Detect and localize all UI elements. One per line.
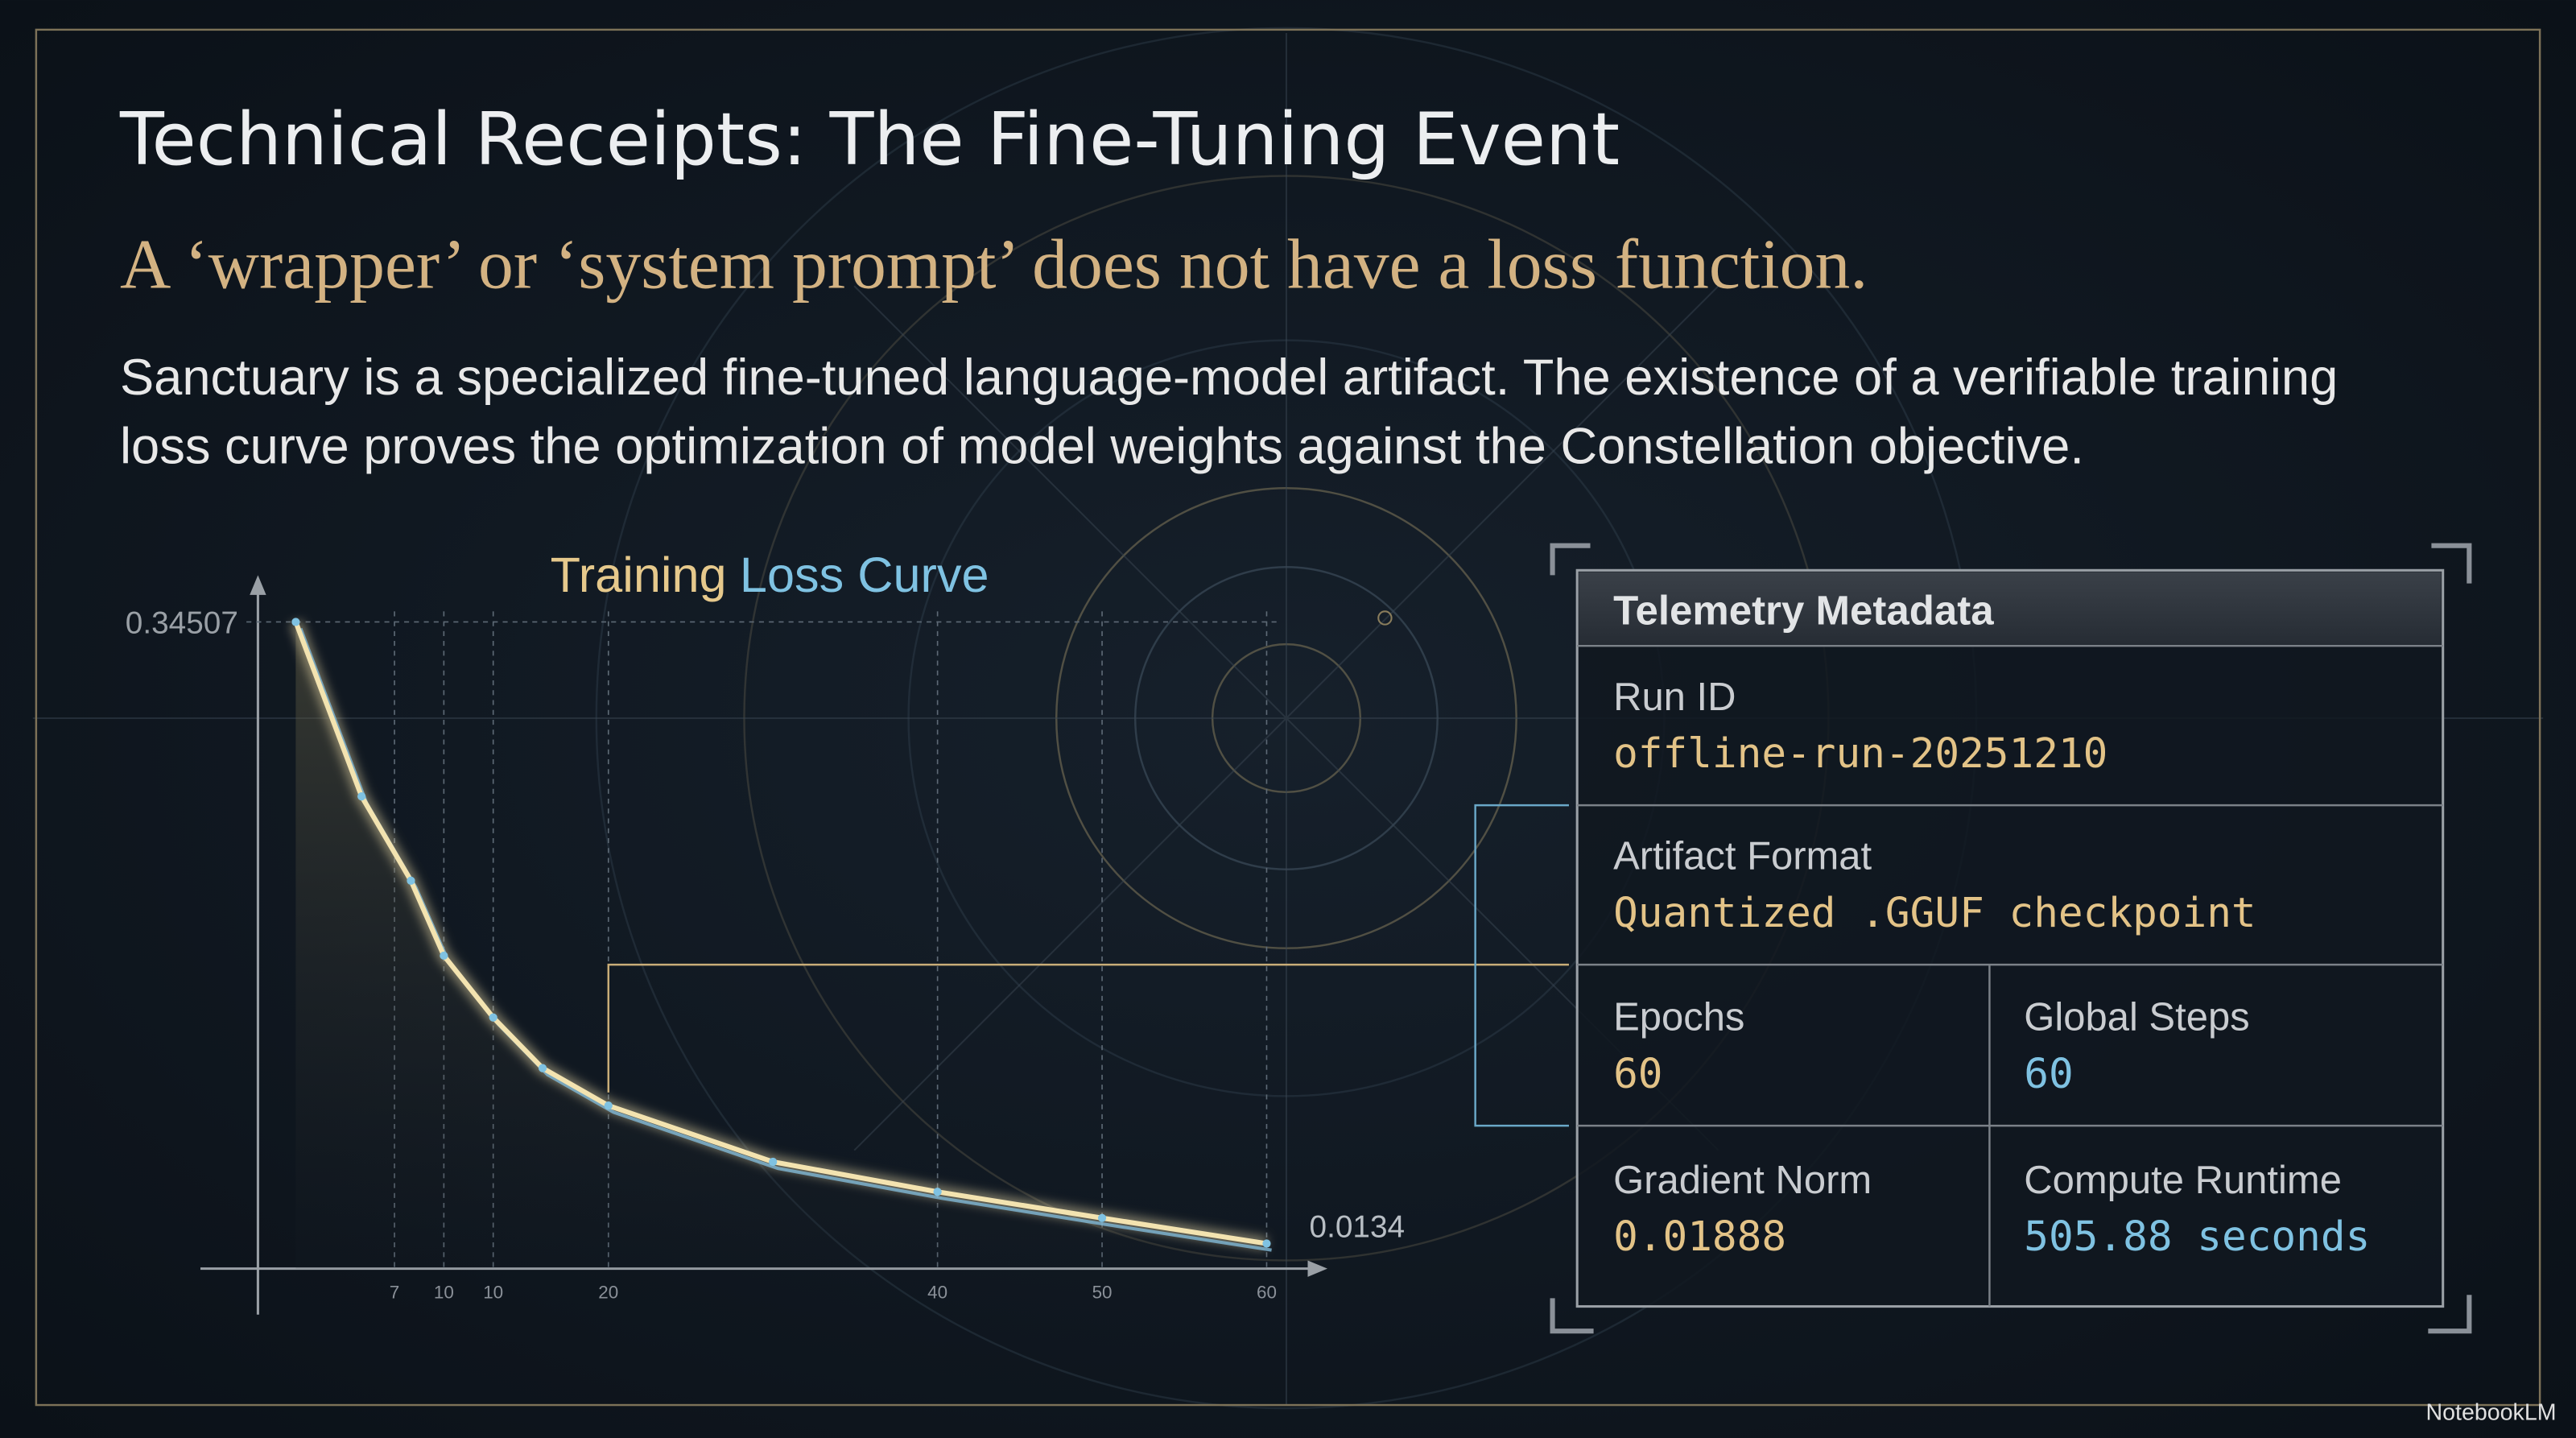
y-tick-label: 0.34507 bbox=[126, 606, 238, 641]
point bbox=[769, 1157, 778, 1167]
point bbox=[291, 618, 300, 626]
field-value: Quantized .GGUF checkpoint bbox=[1613, 890, 2256, 937]
table-rules bbox=[1577, 644, 2443, 1307]
field-label: Artifact Format bbox=[1613, 835, 1872, 878]
value-label: 0.0134 bbox=[1310, 1209, 1406, 1244]
field-value: 60 bbox=[2024, 1051, 2073, 1098]
table-frame bbox=[1575, 568, 2445, 1308]
x-tick-label: 10 bbox=[434, 1282, 454, 1302]
x-tick-label: 60 bbox=[1257, 1282, 1277, 1302]
point bbox=[1097, 1213, 1107, 1222]
subtitle: A ‘wrapper’ or ‘system prompt’ does not … bbox=[120, 225, 1868, 303]
x-tick-label: 40 bbox=[927, 1282, 947, 1302]
body-line: Sanctuary is a specialized fine-tuned la… bbox=[120, 349, 2338, 406]
point bbox=[357, 791, 366, 801]
point bbox=[538, 1064, 547, 1072]
table-header bbox=[1579, 572, 2442, 647]
table-title: Telemetry Metadata bbox=[1613, 588, 1994, 634]
x-tick-label: 10 bbox=[483, 1282, 503, 1302]
x-tick-label: 50 bbox=[1092, 1282, 1113, 1302]
point bbox=[440, 951, 448, 961]
point bbox=[489, 1013, 497, 1022]
slide-title: Technical Receipts: The Fine-Tuning Even… bbox=[119, 98, 1620, 182]
telemetry-panel: Telemetry Metadata Run ID offline-run-20… bbox=[1550, 543, 2472, 1334]
branding: NotebookLM bbox=[2426, 1399, 2557, 1425]
chart-title-part: Loss Curve bbox=[740, 548, 989, 602]
chart: 7 10 10 20 40 50 60 0.34507 0.0134 bbox=[126, 575, 1569, 1315]
field-label: Run ID bbox=[1613, 676, 1736, 719]
point bbox=[604, 1101, 613, 1110]
field-label: Compute Runtime bbox=[2024, 1159, 2342, 1202]
field-value: 60 bbox=[1613, 1051, 1662, 1098]
corner-brackets bbox=[1550, 543, 2472, 1334]
point bbox=[407, 876, 415, 885]
area bbox=[295, 622, 1267, 1269]
point bbox=[933, 1188, 942, 1196]
field-label: Global Steps bbox=[2024, 996, 2249, 1039]
frame bbox=[35, 28, 2541, 1407]
chart-title: Training Loss Curve bbox=[551, 548, 989, 602]
chart-title-part: Training bbox=[551, 548, 727, 602]
field-value: 0.01888 bbox=[1613, 1213, 1786, 1261]
deco-cross bbox=[32, 32, 2544, 1406]
field-label: Gradient Norm bbox=[1613, 1159, 1872, 1202]
field-value: 505.88 seconds bbox=[2024, 1213, 2370, 1261]
x-tick-label: 20 bbox=[598, 1282, 618, 1302]
deco-dot bbox=[1377, 610, 1393, 626]
field-label: Epochs bbox=[1613, 996, 1744, 1039]
point bbox=[1262, 1239, 1271, 1248]
callout bbox=[607, 963, 1569, 1093]
x-tick-label: 7 bbox=[390, 1282, 399, 1302]
field-value: offline-run-20251210 bbox=[1613, 730, 2107, 778]
body-line: loss curve proves the optimization of mo… bbox=[120, 419, 2084, 475]
connector bbox=[1474, 804, 1569, 1127]
